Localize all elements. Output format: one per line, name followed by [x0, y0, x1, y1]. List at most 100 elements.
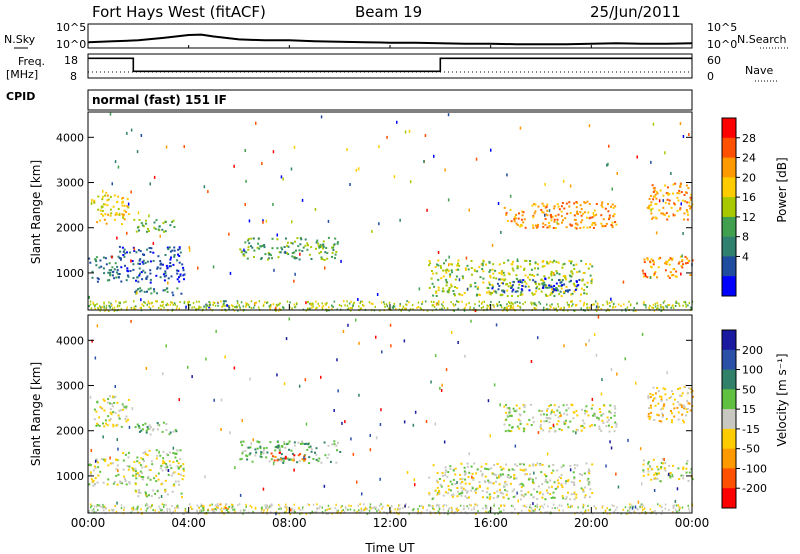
power-cell [481, 262, 484, 265]
power-ground-scatter [144, 301, 146, 304]
velocity-ground-scatter [100, 505, 102, 508]
freq-series-line [88, 57, 692, 73]
power-cell [506, 295, 509, 298]
velocity-cell [654, 392, 657, 395]
power-cell [474, 285, 477, 288]
power-cell [568, 201, 571, 204]
power-ground-scatter [660, 309, 662, 312]
velocity-cell [133, 460, 136, 463]
power-cell [144, 271, 147, 274]
power-noise [357, 298, 359, 301]
velocity-cell [557, 420, 560, 423]
power-cell [584, 202, 587, 204]
power-noise [327, 219, 330, 223]
power-cell [470, 267, 473, 269]
velocity-noise [404, 504, 406, 508]
power-cell [333, 243, 336, 246]
velocity-noise [668, 472, 670, 476]
power-ground-scatter [570, 300, 573, 303]
velocity-cell [301, 458, 304, 461]
velocity-cell [537, 485, 540, 488]
velocity-cell [676, 401, 679, 404]
power-ground-scatter [620, 304, 622, 307]
velocity-cell [288, 448, 291, 451]
velocity-cell [142, 458, 145, 461]
velocity-cell [678, 403, 681, 406]
power-noise [447, 198, 450, 202]
velocity-noise [215, 329, 217, 333]
velocity-ground-scatter [629, 506, 632, 509]
velocity-cell [127, 451, 130, 454]
power-cell [164, 289, 167, 292]
nsky-left-tick-top: 10^5 [56, 21, 86, 34]
velocity-ground-scatter [549, 510, 552, 513]
velocity-ground-scatter [184, 508, 187, 510]
power-ground-scatter [344, 304, 346, 307]
velocity-ground-scatter [141, 512, 143, 515]
power-cell [110, 269, 112, 272]
velocity-cell [545, 416, 548, 419]
power-noise [130, 128, 133, 132]
power-cell [240, 251, 243, 254]
velocity-cell [283, 457, 286, 460]
power-cell [491, 285, 494, 288]
power-ground-scatter [657, 304, 659, 307]
power-ground-scatter [660, 306, 662, 309]
velocity-cell [111, 462, 114, 465]
power-cell [172, 294, 175, 297]
power-ground-scatter [532, 302, 534, 305]
velocity-noise [323, 484, 326, 488]
velocity-cell [563, 412, 566, 415]
velocity-cell [122, 452, 125, 455]
power-ground-scatter [606, 302, 609, 305]
velocity-cell [431, 498, 434, 500]
power-cell [580, 221, 583, 224]
beam-label: Beam 19 [355, 3, 422, 21]
power-ground-scatter [597, 305, 599, 308]
power-cell [668, 199, 671, 202]
velocity-ground-scatter [368, 509, 371, 512]
velocity-cell [251, 460, 254, 463]
freq-tick-bottom: 8 [70, 70, 77, 83]
date-label: 25/Jun/2011 [590, 3, 681, 21]
velocity-cell [657, 390, 660, 392]
velocity-noise [533, 471, 535, 475]
velocity-ground-scatter [174, 506, 176, 509]
velocity-cell [654, 404, 657, 407]
power-cell [117, 208, 120, 210]
power-cell [535, 226, 538, 229]
velocity-cell [114, 411, 117, 414]
velocity-cell [676, 406, 679, 409]
velocity-noise [283, 382, 286, 386]
velocity-cell [270, 452, 273, 455]
velocity-ground-scatter [643, 507, 646, 510]
velocity-y-tick-label: 3000 [56, 380, 84, 393]
velocity-cell [461, 489, 464, 492]
power-ground-scatter [176, 305, 178, 308]
velocity-cell [102, 481, 105, 484]
velocity-ground-scatter [497, 512, 499, 515]
power-cell [562, 290, 565, 293]
velocity-cell [333, 443, 336, 446]
velocity-cell [656, 413, 659, 416]
power-cell [544, 223, 547, 226]
power-ground-scatter [222, 303, 224, 306]
velocity-cell [306, 448, 309, 451]
velocity-cell [493, 492, 496, 494]
power-cell [589, 216, 592, 219]
velocity-cell [102, 458, 105, 461]
power-noise [355, 168, 358, 172]
power-cell [488, 292, 491, 295]
velocity-noise [250, 442, 252, 446]
velocity-cell [548, 421, 551, 424]
power-ground-scatter [645, 306, 647, 309]
power-ground-scatter [146, 303, 148, 306]
power-cell [153, 226, 156, 229]
velocity-cell [647, 470, 650, 473]
velocity-cell [681, 392, 684, 395]
velocity-noise [293, 468, 295, 472]
velocity-ground-scatter [233, 508, 236, 511]
velocity-cell [539, 463, 541, 466]
velocity-noise [414, 483, 416, 487]
power-ground-scatter [141, 303, 143, 306]
